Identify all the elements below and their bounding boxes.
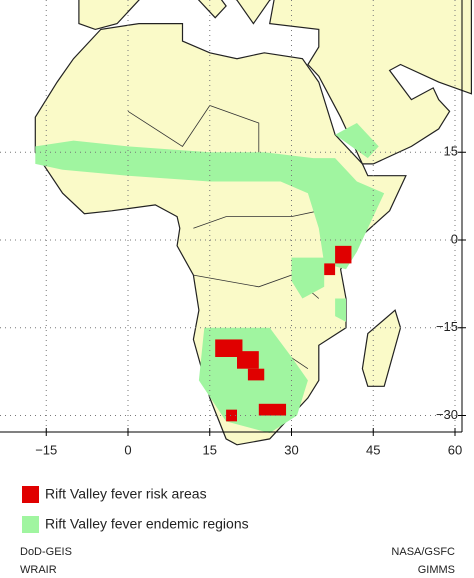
risk-area: [237, 351, 259, 369]
x-tick-label: 15: [203, 442, 217, 457]
endemic-region: [291, 257, 325, 299]
y-tick-label: −15: [436, 319, 458, 334]
y-tick-label: −30: [436, 407, 458, 422]
legend-label: Rift Valley fever risk areas: [45, 486, 207, 502]
legend-swatch: [22, 486, 39, 503]
endemic-region: [35, 140, 385, 270]
endemic-region: [335, 123, 379, 159]
risk-area: [247, 368, 265, 381]
endemic-region: [335, 298, 346, 322]
risk-area: [215, 339, 243, 357]
land: [78, 0, 272, 31]
credit: NASA/GSFC: [391, 546, 455, 558]
legend: Rift Valley fever risk areas Rift Valley …: [22, 486, 249, 533]
x-tick-label: −15: [35, 442, 57, 457]
credit: GIMMS: [418, 564, 455, 576]
border: [193, 210, 319, 229]
map: [34, 0, 472, 446]
y-tick-label: 15: [444, 144, 458, 159]
x-tick-label: 60: [448, 442, 462, 457]
credit: DoD-GEIS: [20, 546, 72, 558]
risk-area: [258, 403, 287, 416]
legend-label: Rift Valley fever endemic regions: [45, 516, 249, 532]
legend-swatch: [22, 516, 39, 533]
land: [268, 0, 472, 165]
x-tick-label: 45: [366, 442, 380, 457]
axes: −15 0 15 30 45 60 15 0 −15 −30: [0, 0, 466, 457]
credit: WRAIR: [20, 564, 57, 576]
risk-area: [335, 245, 352, 264]
x-tick-label: 30: [284, 442, 298, 457]
land: [361, 309, 402, 387]
risk-area: [226, 409, 237, 422]
y-tick-label: 0: [451, 231, 458, 246]
x-tick-label: 0: [124, 442, 131, 457]
risk-area: [324, 263, 336, 276]
